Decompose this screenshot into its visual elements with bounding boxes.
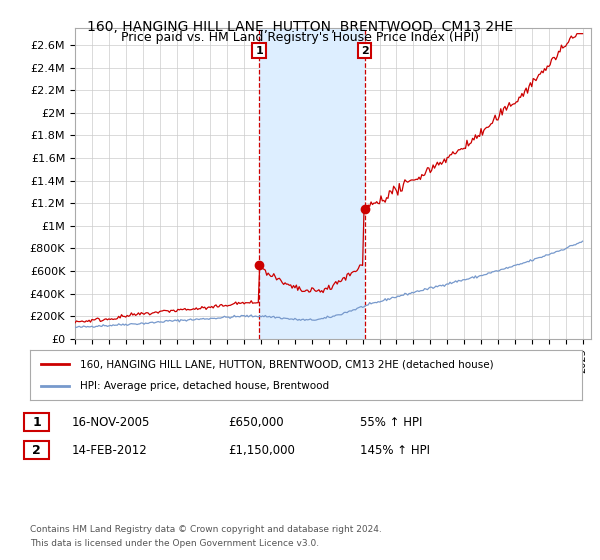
Text: Contains HM Land Registry data © Crown copyright and database right 2024.: Contains HM Land Registry data © Crown c…: [30, 525, 382, 534]
Text: 16-NOV-2005: 16-NOV-2005: [72, 416, 151, 430]
Text: This data is licensed under the Open Government Licence v3.0.: This data is licensed under the Open Gov…: [30, 539, 319, 548]
Text: £650,000: £650,000: [228, 416, 284, 430]
Text: Price paid vs. HM Land Registry's House Price Index (HPI): Price paid vs. HM Land Registry's House …: [121, 31, 479, 44]
Text: 1: 1: [255, 45, 263, 55]
Text: 145% ↑ HPI: 145% ↑ HPI: [360, 444, 430, 458]
Text: 14-FEB-2012: 14-FEB-2012: [72, 444, 148, 458]
Text: 55% ↑ HPI: 55% ↑ HPI: [360, 416, 422, 430]
Text: 2: 2: [361, 45, 368, 55]
Text: 160, HANGING HILL LANE, HUTTON, BRENTWOOD, CM13 2HE (detached house): 160, HANGING HILL LANE, HUTTON, BRENTWOO…: [80, 359, 493, 369]
Text: 2: 2: [32, 444, 41, 458]
Text: HPI: Average price, detached house, Brentwood: HPI: Average price, detached house, Bren…: [80, 381, 329, 391]
Bar: [259, 28, 365, 339]
Text: 160, HANGING HILL LANE, HUTTON, BRENTWOOD, CM13 2HE: 160, HANGING HILL LANE, HUTTON, BRENTWOO…: [87, 20, 513, 34]
Text: 1: 1: [32, 416, 41, 430]
Text: £1,150,000: £1,150,000: [228, 444, 295, 458]
